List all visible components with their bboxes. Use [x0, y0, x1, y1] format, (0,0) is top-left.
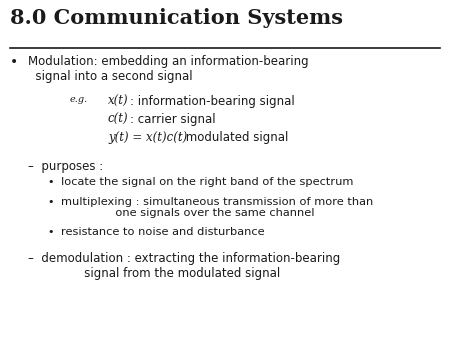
Text: •: • — [47, 177, 54, 188]
Text: –  purposes :: – purposes : — [28, 160, 103, 172]
Text: multiplexing : simultaneous transmission of more than
               one signals: multiplexing : simultaneous transmission… — [61, 197, 373, 218]
Text: : information-bearing signal: : information-bearing signal — [130, 95, 295, 108]
Text: locate the signal on the right band of the spectrum: locate the signal on the right band of t… — [61, 177, 353, 188]
Text: c(t): c(t) — [108, 113, 129, 126]
Text: : modulated signal: : modulated signal — [178, 131, 288, 144]
Text: –  demodulation : extracting the information-bearing
               signal from : – demodulation : extracting the informat… — [28, 252, 340, 280]
Text: e.g.: e.g. — [70, 95, 88, 104]
Text: Modulation: embedding an information-bearing
  signal into a second signal: Modulation: embedding an information-bea… — [28, 55, 309, 83]
Text: : carrier signal: : carrier signal — [130, 113, 216, 126]
Text: y(t) = x(t)c(t): y(t) = x(t)c(t) — [108, 131, 187, 144]
Text: •: • — [47, 227, 54, 237]
Text: 8.0 Communication Systems: 8.0 Communication Systems — [10, 8, 343, 28]
Text: •: • — [47, 197, 54, 207]
Text: resistance to noise and disturbance: resistance to noise and disturbance — [61, 227, 265, 237]
Text: x(t): x(t) — [108, 95, 129, 108]
Text: •: • — [10, 55, 18, 69]
